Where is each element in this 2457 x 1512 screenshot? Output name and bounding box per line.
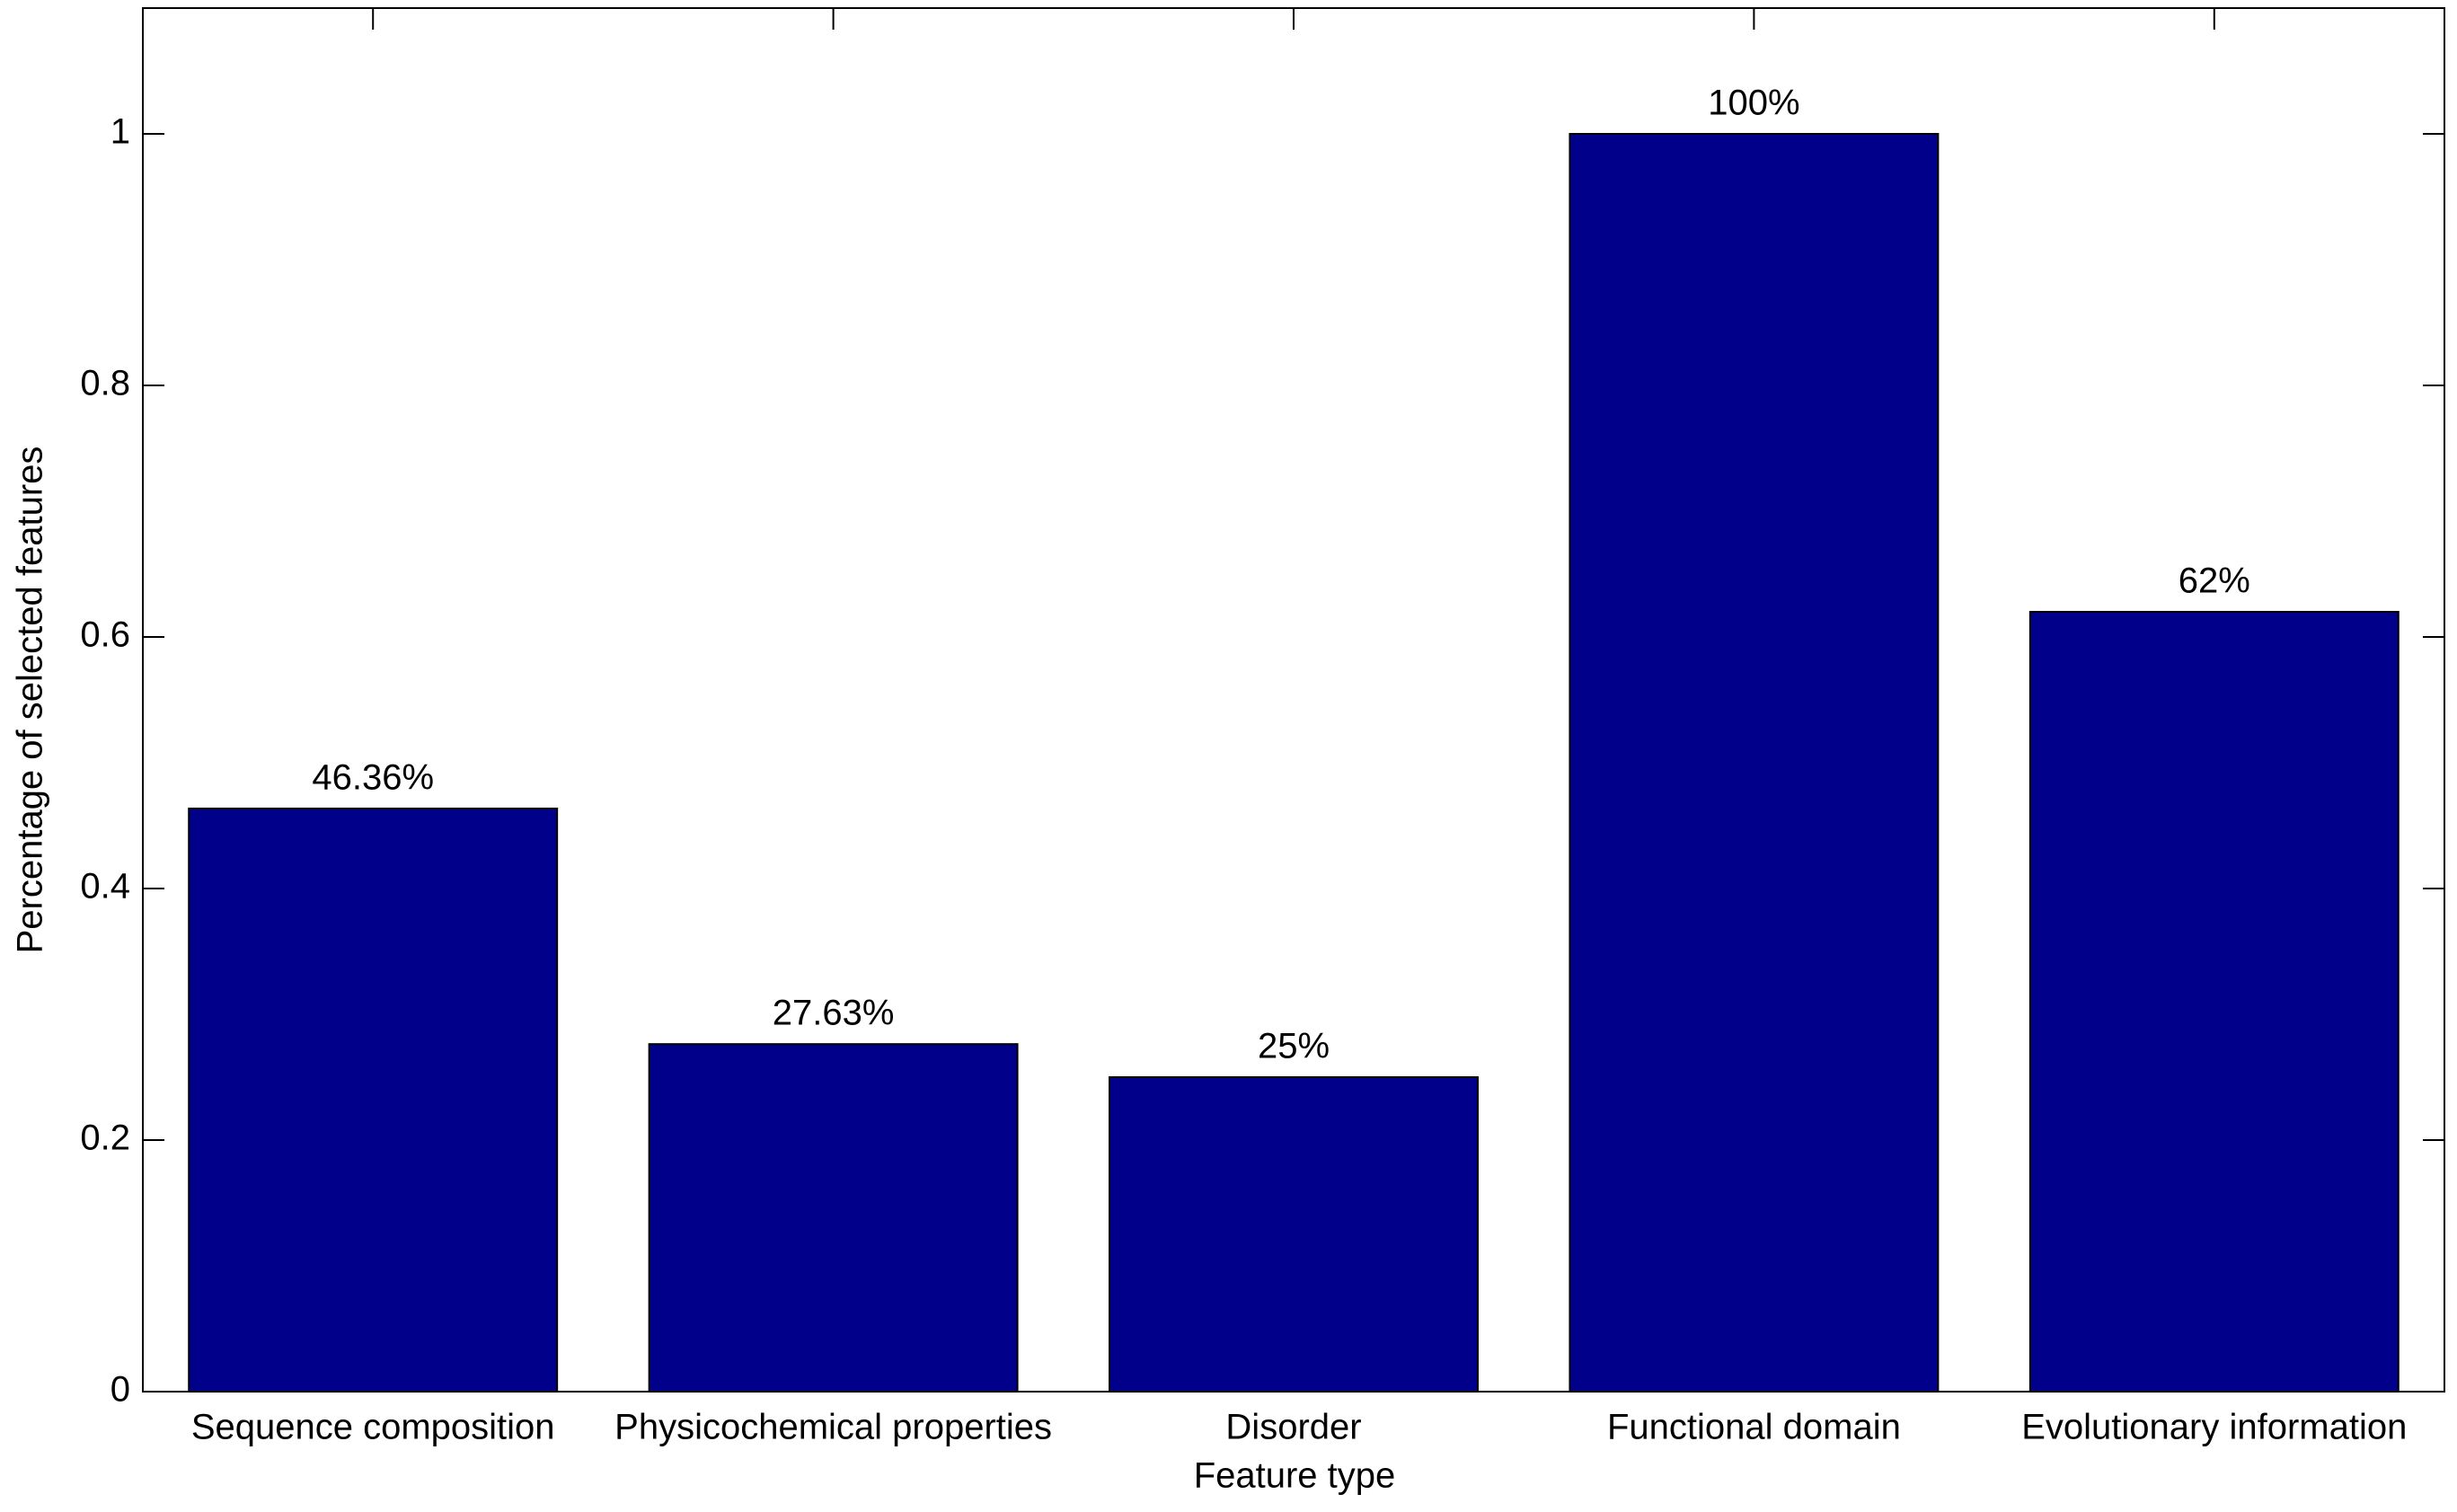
y-axis-label: Percentage of selected features (11, 447, 50, 954)
y-tick-label: 0.2 (80, 1119, 130, 1158)
axes-box (142, 7, 2445, 1393)
y-tick-label: 0.8 (80, 364, 130, 403)
x-tick-label: Sequence composition (191, 1408, 555, 1447)
y-tick-label: 0.6 (80, 615, 130, 655)
x-axis-label: Feature type (1194, 1456, 1396, 1496)
x-tick-label: Functional domain (1607, 1408, 1901, 1447)
bar (1109, 1076, 1479, 1393)
value-label: 100% (1708, 84, 1799, 123)
x-tick-label: Physicochemical properties (614, 1408, 1052, 1447)
bar (1569, 133, 1940, 1393)
bar (2028, 611, 2400, 1393)
bar (648, 1043, 1019, 1393)
value-label: 27.63% (773, 994, 895, 1033)
bar (188, 807, 559, 1393)
y-tick-label: 0 (110, 1370, 130, 1410)
x-tick-label: Evolutionary information (2021, 1408, 2407, 1447)
value-label: 25% (1258, 1027, 1330, 1066)
value-label: 62% (2179, 561, 2250, 601)
x-tick-label: Disorder (1225, 1408, 1361, 1447)
y-tick-label: 0.4 (80, 867, 130, 906)
value-label: 46.36% (312, 758, 434, 798)
y-tick-label: 1 (110, 112, 130, 152)
